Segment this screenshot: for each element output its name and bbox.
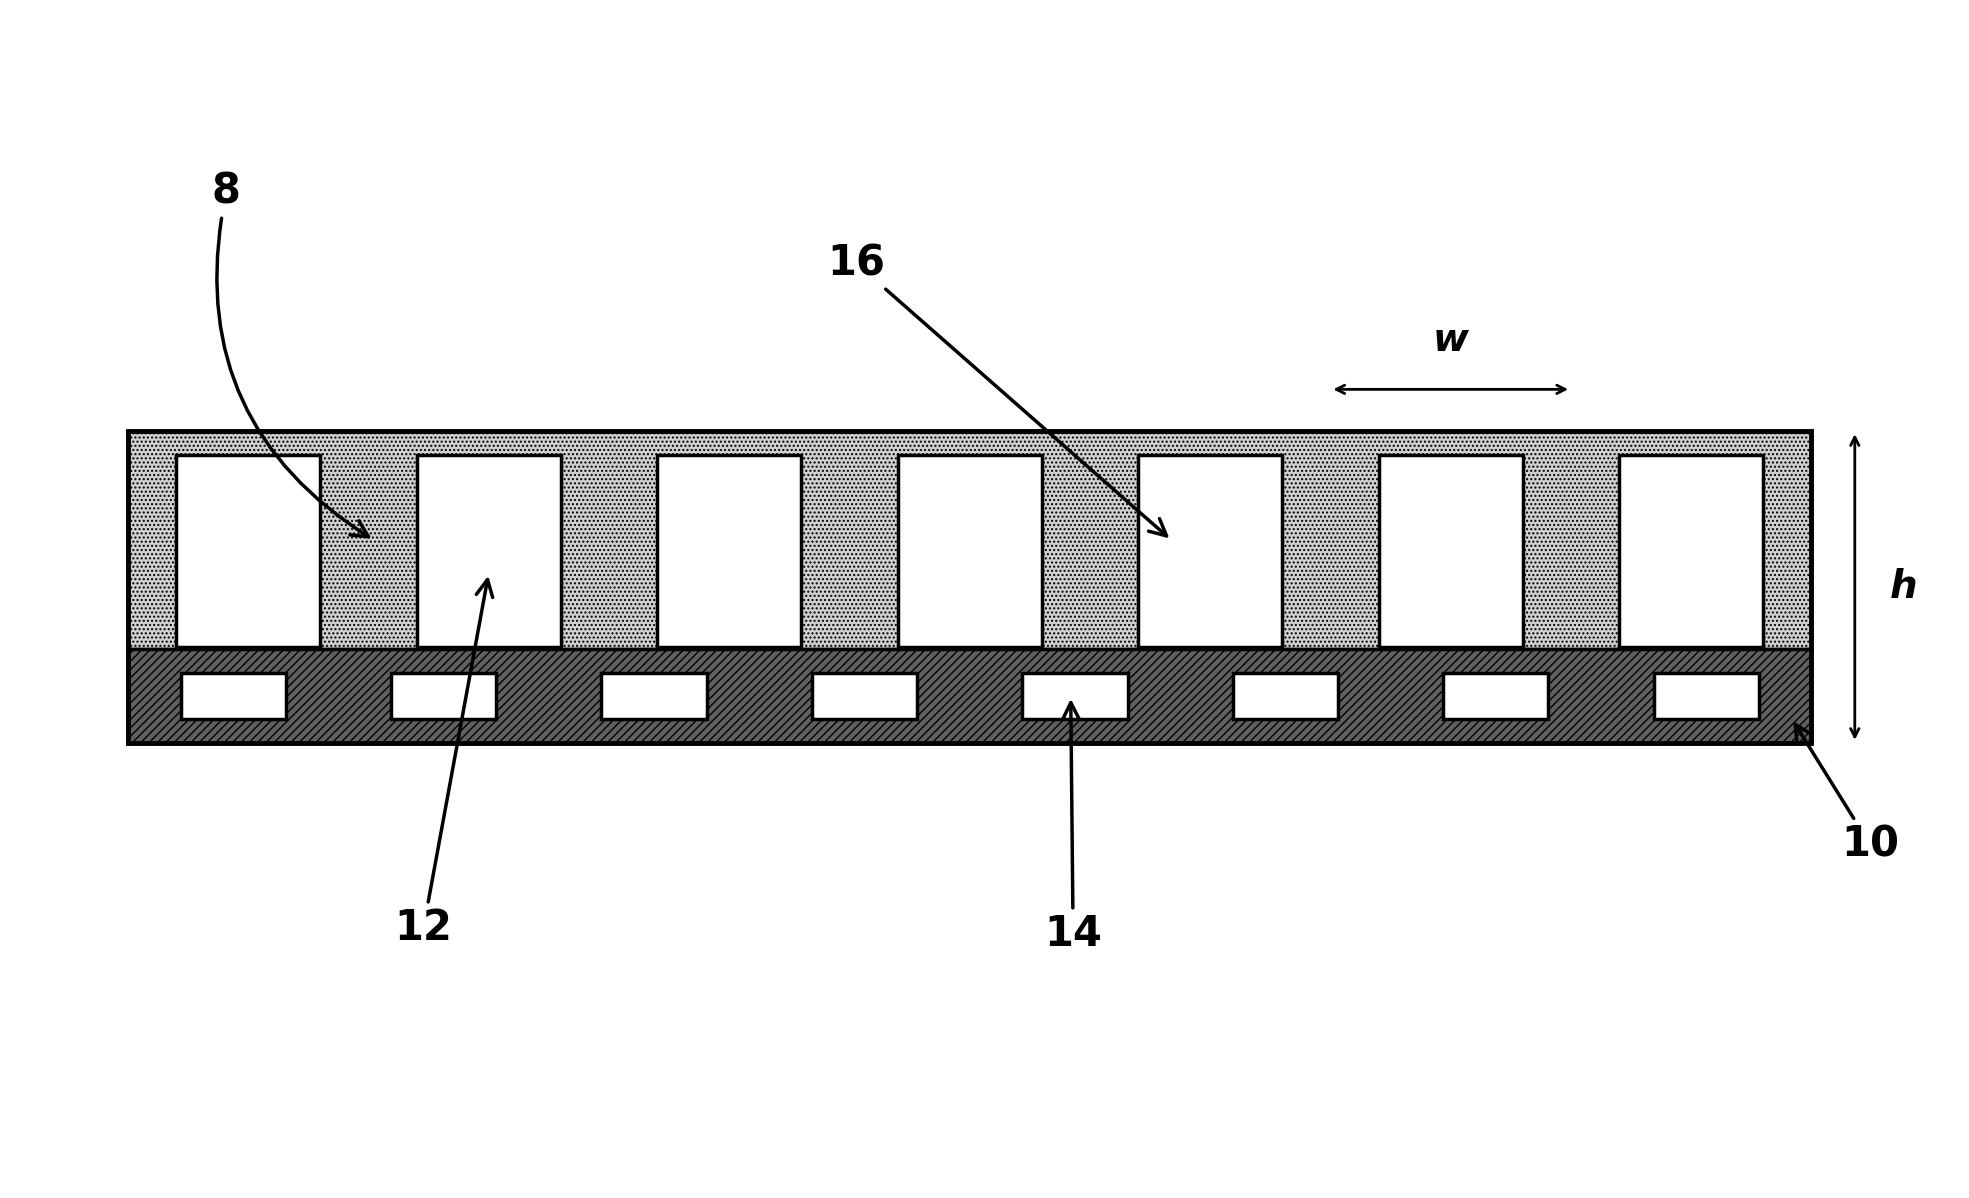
Bar: [1378, 455, 1522, 647]
Text: w: w: [1433, 321, 1469, 359]
Bar: [181, 673, 286, 719]
Bar: [1619, 455, 1764, 647]
Bar: [811, 673, 918, 719]
Bar: [392, 673, 496, 719]
Bar: [128, 431, 1811, 743]
Bar: [417, 455, 561, 647]
Bar: [175, 455, 321, 647]
Bar: [898, 455, 1042, 647]
Text: 8: 8: [213, 170, 368, 537]
Text: 12: 12: [394, 580, 492, 950]
Bar: [601, 673, 707, 719]
Bar: [128, 431, 1811, 649]
Bar: [1654, 673, 1758, 719]
Bar: [1138, 455, 1282, 647]
Bar: [1443, 673, 1548, 719]
Text: 10: 10: [1796, 725, 1898, 866]
Text: h: h: [1890, 568, 1918, 606]
Bar: [1233, 673, 1339, 719]
Text: 14: 14: [1044, 703, 1103, 956]
Bar: [128, 649, 1811, 743]
Bar: [658, 455, 801, 647]
Text: 16: 16: [827, 242, 1166, 536]
Bar: [1022, 673, 1128, 719]
